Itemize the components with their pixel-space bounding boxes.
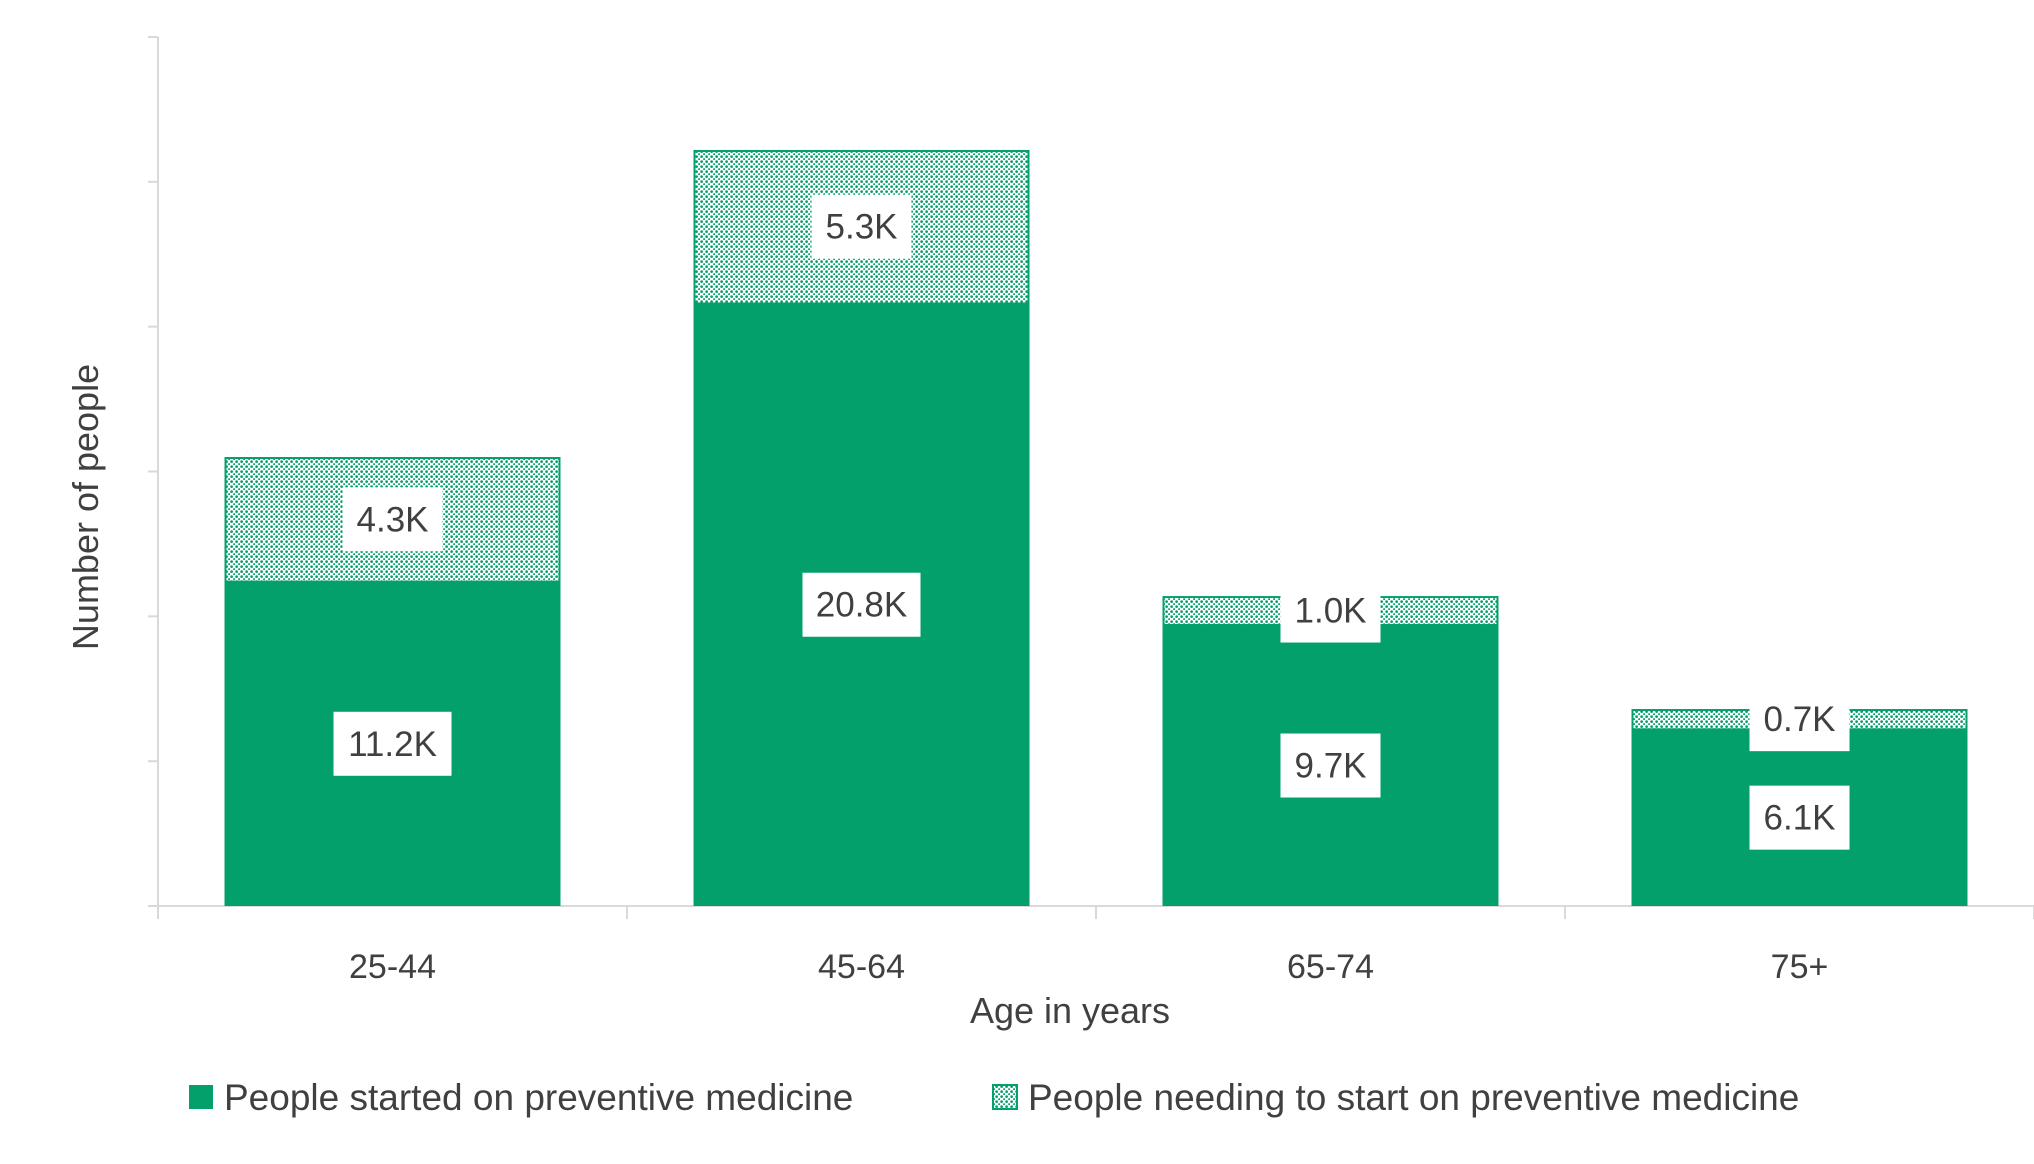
data-label-text: 5.3K: [826, 208, 898, 247]
data-label-started-25-44: 11.2K: [333, 711, 452, 776]
data-label-background: [1280, 733, 1381, 798]
x-axis-ticks: [157, 906, 2034, 919]
x-tick-label-75+: 75+: [1771, 948, 1829, 986]
data-label-needing-25-44: 4.3K: [342, 487, 443, 552]
data-label-text: 20.8K: [816, 586, 907, 625]
data-label-started-75+: 6.1K: [1749, 785, 1850, 850]
legend-item-started: People started on preventive medicine: [189, 1077, 853, 1118]
legend-label-started: People started on preventive medicine: [224, 1077, 853, 1118]
data-label-background: [1749, 687, 1850, 752]
x-tick-labels: 25-44 45-64 65-74 75+: [349, 948, 1828, 986]
data-label-text: 6.1K: [1764, 799, 1836, 838]
data-label-text: 9.7K: [1295, 747, 1367, 786]
legend-label-needing: People needing to start on preventive me…: [1028, 1077, 1799, 1118]
data-label-needing-65-74: 1.0K: [1280, 578, 1381, 643]
y-axis-title: Number of people: [65, 364, 106, 650]
data-labels: 11.2K 4.3K 20.8K 5.3K 9.7K 1.0K 6.1K 0.7K: [333, 194, 1850, 850]
data-label-needing-45-64: 5.3K: [811, 194, 912, 259]
data-label-background: [802, 572, 921, 637]
data-label-background: [811, 194, 912, 259]
legend-swatch-needing: [992, 1084, 1018, 1110]
data-label-needing-75+: 0.7K: [1749, 687, 1850, 752]
data-label-background: [1749, 785, 1850, 850]
data-label-background: [342, 487, 443, 552]
legend-swatch-started: [189, 1085, 213, 1109]
legend-item-needing: People needing to start on preventive me…: [992, 1077, 1799, 1118]
data-label-text: 4.3K: [357, 500, 429, 539]
x-tick-label-25-44: 25-44: [349, 948, 436, 986]
data-label-text: 11.2K: [348, 725, 437, 764]
bars: [224, 149, 1968, 906]
legend: People started on preventive medicine Pe…: [189, 1077, 1799, 1118]
data-label-started-65-74: 9.7K: [1280, 733, 1381, 798]
x-tick-label-45-64: 45-64: [818, 948, 905, 986]
data-label-text: 1.0K: [1295, 592, 1367, 631]
x-tick-label-65-74: 65-74: [1287, 948, 1374, 986]
data-label-started-45-64: 20.8K: [802, 572, 921, 637]
data-label-background: [333, 711, 452, 776]
y-axis-ticks: [148, 36, 158, 907]
data-label-background: [1280, 578, 1381, 643]
data-label-text: 0.7K: [1764, 700, 1836, 739]
x-axis-title: Age in years: [970, 990, 1170, 1031]
